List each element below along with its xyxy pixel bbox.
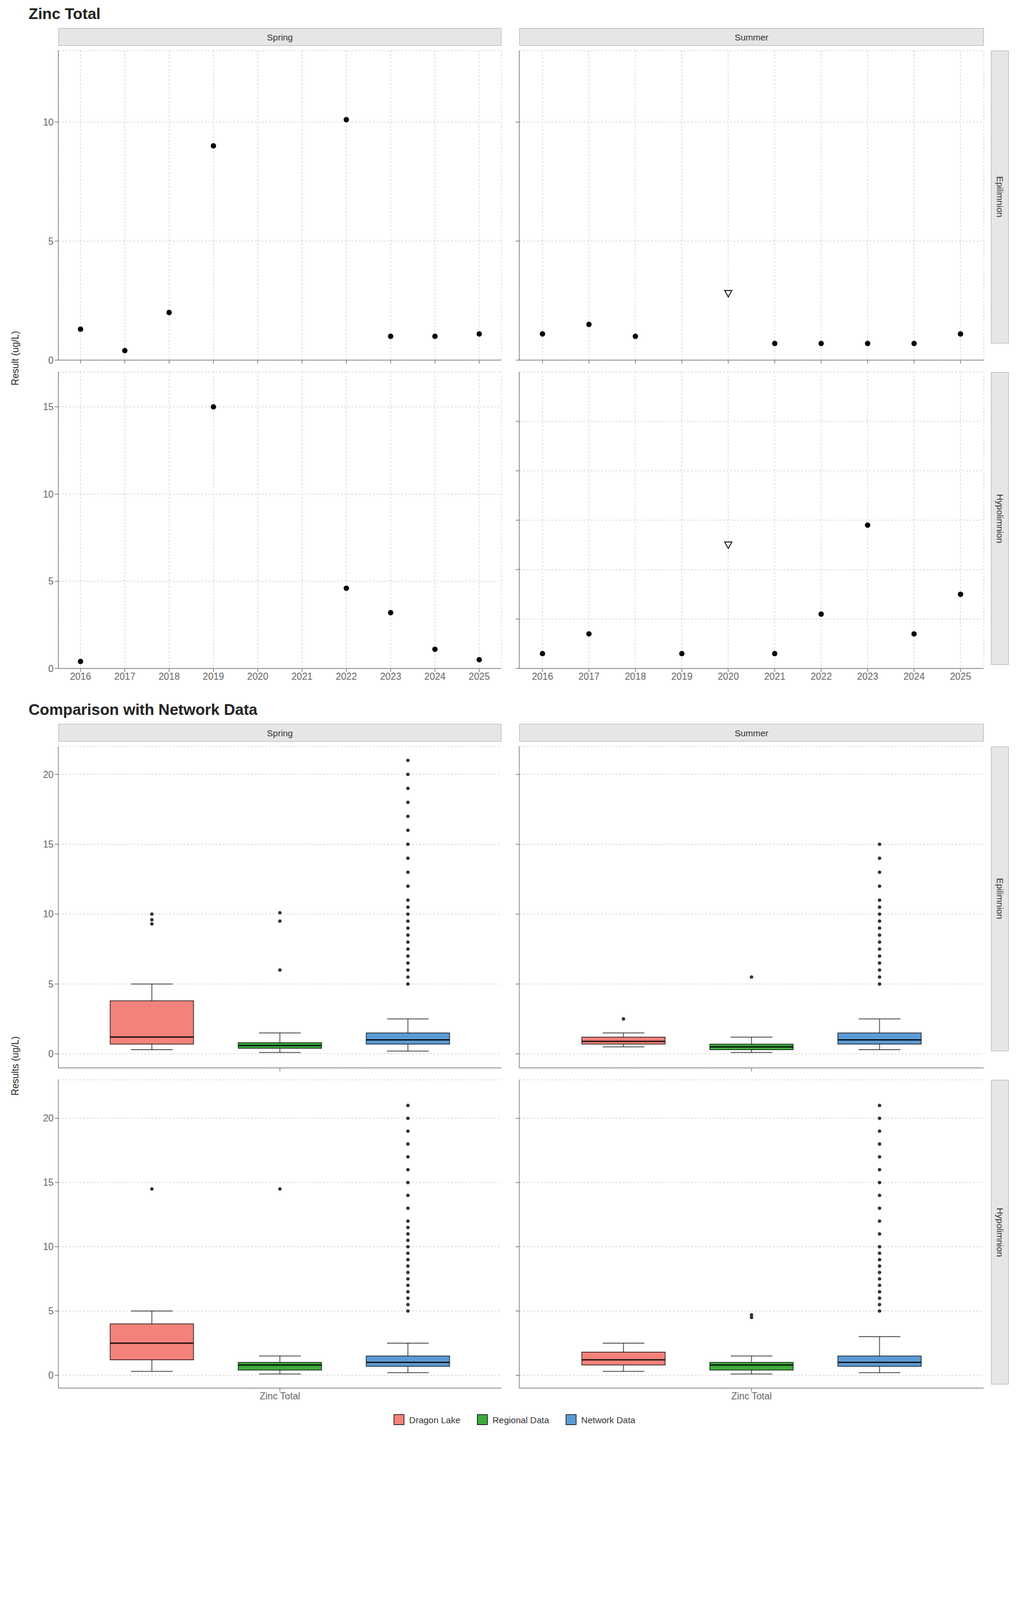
- svg-text:5: 5: [48, 979, 54, 990]
- svg-text:2022: 2022: [810, 671, 832, 682]
- html-text:Epilimnion: Epilimnion: [994, 878, 1005, 920]
- html-text:Results (ug/L): Results (ug/L): [10, 1036, 21, 1097]
- svg-text:2019: 2019: [671, 671, 693, 682]
- svg-text:15: 15: [42, 1177, 54, 1188]
- svg-text:2021: 2021: [764, 671, 786, 682]
- svg-text:2025: 2025: [468, 671, 491, 682]
- html-text:Regional Data: Regional Data: [492, 1415, 550, 1426]
- svg-text:10: 10: [42, 117, 54, 128]
- html-text:Epilimnion: Epilimnion: [994, 176, 1005, 218]
- svg-text:15: 15: [42, 401, 54, 413]
- svg-text:Zinc Total: Zinc Total: [259, 1391, 301, 1402]
- html-text:Hypolimnion: Hypolimnion: [994, 1208, 1005, 1258]
- svg-text:2021: 2021: [291, 671, 313, 682]
- html-text:Spring: Spring: [266, 727, 293, 739]
- svg-text:2017: 2017: [578, 671, 600, 682]
- svg-text:0: 0: [48, 355, 54, 366]
- svg-text:2016: 2016: [69, 671, 92, 682]
- svg-text:10: 10: [42, 1242, 54, 1253]
- svg-text:2023: 2023: [379, 671, 402, 682]
- html-text:Hypolimnion: Hypolimnion: [994, 494, 1005, 544]
- svg-text:2018: 2018: [158, 671, 180, 682]
- html-text:Summer: Summer: [734, 31, 769, 42]
- svg-text:2024: 2024: [424, 671, 447, 682]
- svg-text:2018: 2018: [624, 671, 647, 682]
- html-text:Zinc Total: Zinc Total: [28, 4, 101, 23]
- svg-text:2019: 2019: [203, 671, 225, 682]
- svg-text:Zinc Total: Zinc Total: [731, 1391, 772, 1402]
- svg-text:2020: 2020: [247, 671, 269, 682]
- html-text:Dragon Lake: Dragon Lake: [409, 1415, 461, 1426]
- svg-text:0: 0: [48, 1049, 54, 1060]
- svg-text:0: 0: [48, 663, 54, 675]
- svg-text:2016: 2016: [531, 671, 554, 682]
- svg-text:5: 5: [48, 236, 54, 247]
- html-text:Spring: Spring: [266, 31, 293, 42]
- svg-text:10: 10: [42, 909, 54, 920]
- svg-text:2025: 2025: [949, 671, 972, 682]
- html-text:Network Data: Network Data: [581, 1415, 636, 1426]
- svg-text:2017: 2017: [114, 671, 136, 682]
- html-text:Summer: Summer: [734, 727, 769, 739]
- svg-text:2024: 2024: [903, 671, 925, 682]
- svg-text:2020: 2020: [717, 671, 739, 682]
- svg-text:20: 20: [42, 1113, 54, 1124]
- svg-text:2022: 2022: [335, 671, 358, 682]
- svg-text:10: 10: [42, 489, 54, 500]
- svg-text:2023: 2023: [856, 671, 879, 682]
- svg-text:5: 5: [48, 1306, 54, 1317]
- html-text:Comparison with Network Data: Comparison with Network Data: [28, 700, 258, 719]
- html-text:Result (ug/L): Result (ug/L): [10, 331, 21, 386]
- svg-text:0: 0: [48, 1370, 54, 1381]
- svg-text:5: 5: [48, 576, 54, 587]
- svg-text:15: 15: [42, 839, 54, 850]
- svg-text:20: 20: [42, 769, 54, 781]
